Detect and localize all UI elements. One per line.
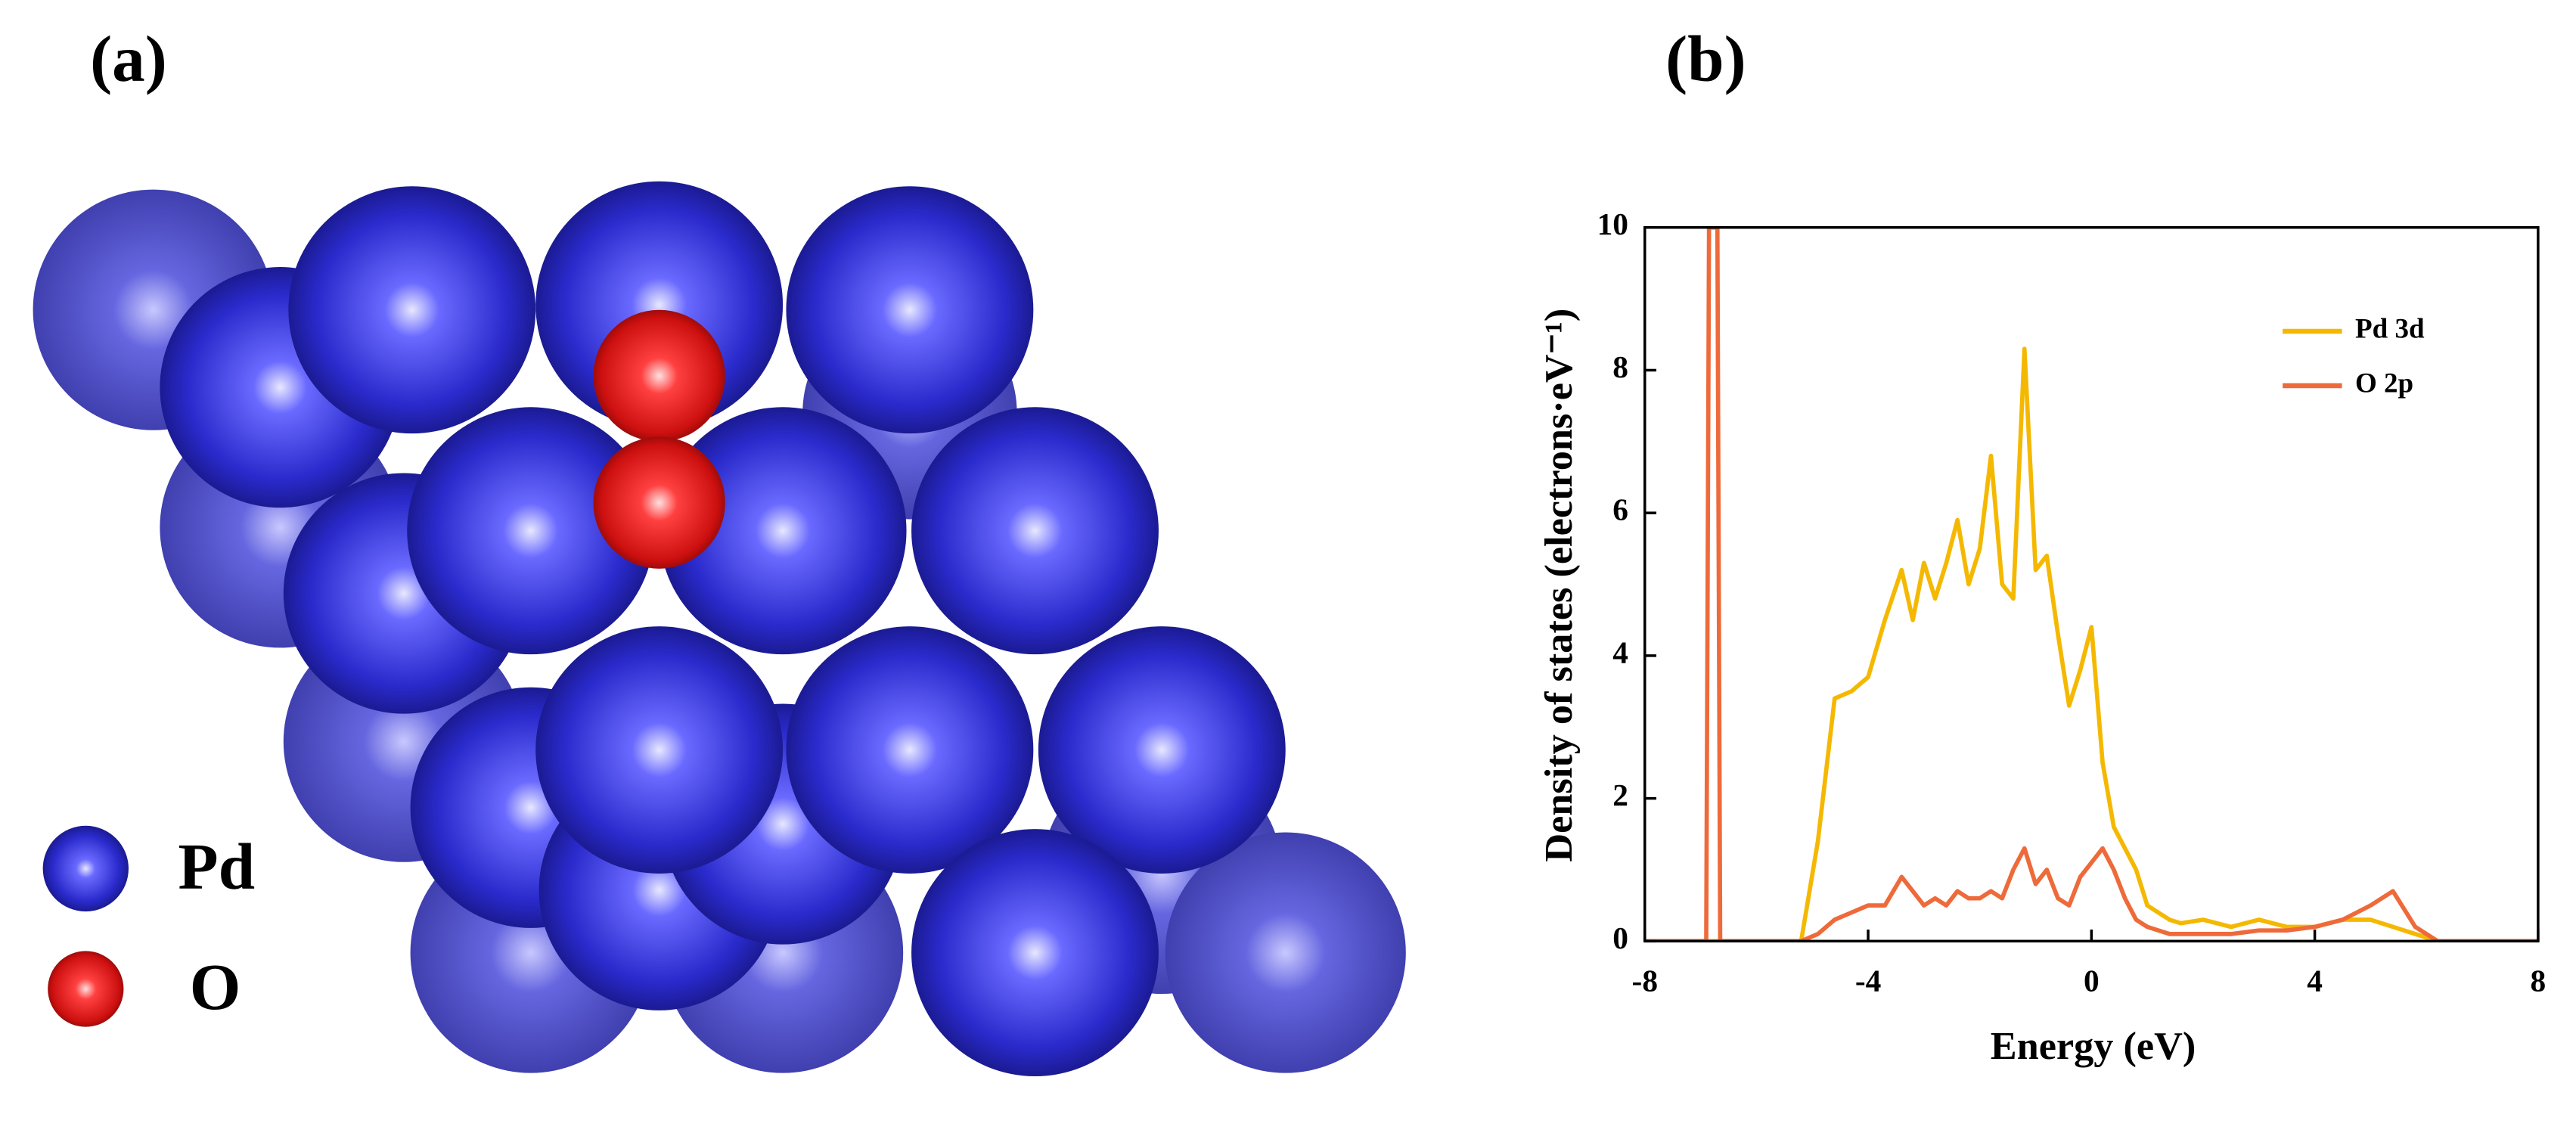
legend-o-atom [48,951,124,1027]
panel-label: (b) [1665,22,1746,95]
y-tick-label: 6 [1612,492,1628,527]
y-tick-label: 0 [1612,920,1628,955]
pd-atom [659,407,907,655]
x-tick-label: -8 [1632,963,1658,998]
plot-lines [1644,227,2538,942]
x-tick-label: 0 [2084,963,2100,998]
y-tick-label: 8 [1612,349,1628,384]
x-tick-label: 8 [2531,963,2547,998]
pd-atom [1165,832,1406,1073]
pd-atom [288,186,536,434]
atomic-structure: Pd O [33,181,1406,1077]
y-axis-label: Density of states (electrons·eV⁻¹) [1537,309,1581,862]
y-tick-label: 4 [1612,635,1628,669]
panel-label: (a) [90,22,167,95]
o-atom [593,436,725,569]
pd-atom [535,626,784,874]
pd-atom [911,829,1159,1077]
x-tick-label: -4 [1855,963,1881,998]
o-atom [593,309,725,442]
x-axis-label: Energy (eV) [1991,1024,2196,1068]
y-tick-label: 10 [1597,206,1628,241]
dos-line [1644,227,2538,942]
legend-label: Pd [178,830,255,903]
legend-pd-atom [42,825,129,912]
legend-label: Pd 3d [2355,314,2425,345]
pd-atom [911,407,1159,655]
pd-atom [786,186,1034,434]
y-tick-label: 2 [1612,778,1628,812]
dos-line [1644,346,2538,942]
legend-label: O 2p [2355,368,2413,399]
x-tick-label: 4 [2307,963,2323,998]
legend-label: O [190,950,241,1023]
pd-atom [1038,626,1286,874]
pd-atom [407,407,655,655]
dos-chart: Energy (eV) Density of states (electrons… [1537,206,2546,1068]
pd-atom [786,626,1034,874]
